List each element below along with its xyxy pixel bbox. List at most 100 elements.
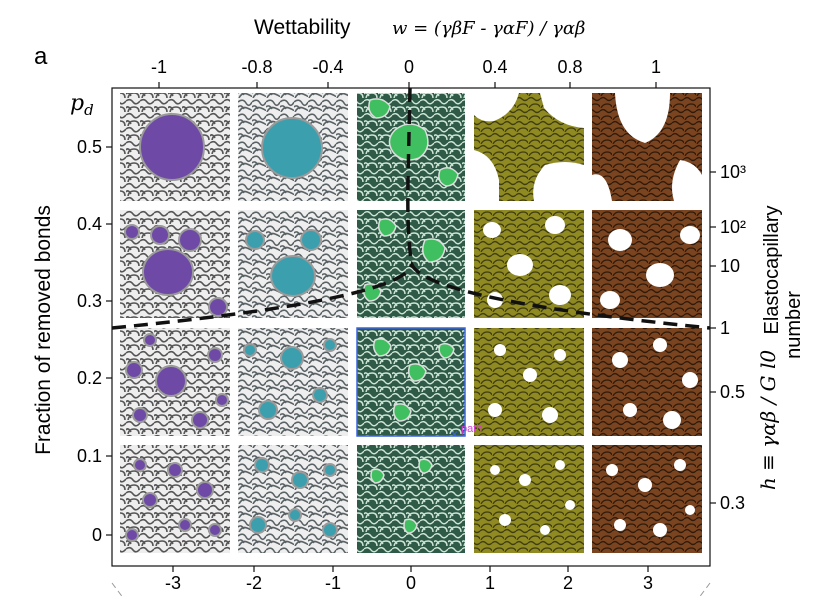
pore	[554, 349, 566, 361]
droplet	[143, 333, 157, 347]
pore	[672, 160, 702, 201]
tile-col1	[120, 93, 230, 553]
droplet	[280, 346, 304, 370]
panel-label: a	[34, 43, 48, 70]
pore	[507, 254, 533, 276]
pore	[682, 372, 698, 388]
right-tick: 10	[720, 256, 740, 276]
droplet	[191, 411, 209, 429]
right-tick: 0.3	[720, 493, 745, 513]
pore	[540, 525, 550, 535]
pore	[494, 344, 506, 356]
left-tick: 0.2	[77, 368, 102, 388]
right-axis-symbol: h ≡ γαβ / G l0	[756, 350, 780, 491]
tile-col3	[356, 93, 466, 553]
pore	[685, 505, 695, 515]
droplet	[438, 167, 459, 187]
bottom-tick: 3	[643, 573, 653, 593]
left-tick: 0.3	[77, 291, 102, 311]
droplet	[258, 400, 278, 420]
tile-image	[357, 445, 465, 553]
droplet	[125, 528, 139, 542]
left-tick: 0.4	[77, 214, 102, 234]
droplet	[142, 248, 194, 296]
pore	[474, 150, 499, 201]
pore	[540, 93, 584, 128]
pore	[674, 459, 686, 471]
selection-rectangle[interactable]	[356, 327, 466, 437]
droplet	[178, 518, 192, 532]
droplet	[392, 403, 412, 422]
cursor-label: path	[461, 423, 482, 435]
droplet	[150, 225, 170, 245]
droplet	[422, 238, 446, 263]
pore	[545, 216, 565, 234]
pore	[565, 500, 575, 510]
pore	[663, 411, 681, 429]
pore	[499, 514, 511, 526]
right-tick: 1	[720, 318, 730, 338]
droplet	[254, 457, 270, 473]
pore	[608, 229, 632, 251]
droplet	[323, 338, 337, 352]
pore	[542, 407, 558, 423]
droplet	[372, 338, 392, 357]
pore	[490, 465, 500, 475]
droplet	[124, 224, 140, 240]
tile-image	[592, 445, 702, 553]
top-tick: -0.4	[312, 57, 343, 77]
top-tick: 1	[651, 57, 661, 77]
droplet	[132, 407, 148, 423]
phase-boundaries	[111, 87, 711, 330]
bottom-tick: 1	[485, 573, 495, 593]
top-axis-ticks: -1 -0.8 -0.4 0 0.4 0.8 1	[151, 57, 661, 88]
droplet	[407, 363, 427, 382]
droplet	[167, 462, 183, 478]
droplet	[312, 387, 328, 403]
left-tick: 0.1	[77, 446, 102, 466]
top-tick: 0.4	[482, 57, 507, 77]
pore	[488, 403, 502, 417]
image-grid	[120, 93, 702, 553]
right-axis-ticks: 10³ 10² 10 1 0.5 0.3	[710, 162, 746, 513]
top-tick: 0.8	[557, 57, 582, 77]
bottom-tick: 2	[563, 573, 573, 593]
left-tick: 0	[92, 525, 102, 545]
pore	[653, 338, 667, 352]
droplet	[243, 343, 257, 357]
droplet	[178, 228, 202, 252]
zoom-guide-lines	[111, 582, 711, 599]
droplet	[368, 98, 391, 119]
droplet	[142, 492, 158, 508]
right-tick: 10²	[720, 217, 746, 237]
bottom-tick: -1	[325, 573, 341, 593]
droplet	[438, 342, 455, 359]
droplet	[215, 393, 229, 407]
droplet	[125, 361, 143, 379]
pore	[680, 226, 700, 244]
pore	[615, 93, 670, 143]
right-tick: 10³	[720, 162, 746, 182]
right-tick: 0.5	[720, 382, 745, 402]
droplet	[249, 516, 267, 534]
cursor-x-icon: ×	[451, 427, 458, 441]
pore	[600, 291, 620, 309]
bottom-axis-ticks: -3 -2 -1 0 1 2 3	[165, 566, 653, 593]
top-tick: -1	[151, 57, 167, 77]
tile-image	[474, 445, 584, 553]
pore	[474, 93, 519, 122]
droplet	[323, 463, 337, 477]
pore	[638, 478, 652, 492]
droplet	[261, 117, 323, 179]
droplet	[196, 481, 214, 499]
droplet	[418, 458, 433, 474]
top-tick: -0.8	[241, 57, 272, 77]
tile-image	[474, 328, 584, 436]
pore	[483, 222, 501, 238]
pore	[519, 474, 531, 486]
droplet	[403, 518, 418, 534]
boundary-vertical	[406, 87, 414, 266]
pore	[606, 464, 618, 476]
bottom-tick: -2	[246, 573, 262, 593]
